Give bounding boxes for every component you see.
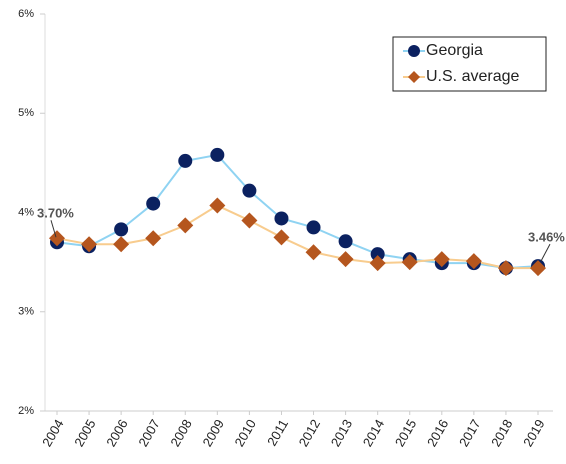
callout — [50, 220, 57, 238]
marker — [146, 196, 161, 211]
legend-label: Georgia — [426, 42, 483, 59]
marker — [81, 236, 98, 253]
callout — [540, 243, 551, 262]
x-tick-label: 2016 — [424, 417, 451, 450]
marker — [306, 220, 321, 235]
marker — [530, 260, 546, 277]
x-tick-label: 2015 — [392, 417, 419, 450]
series-line — [56, 204, 538, 270]
marker — [401, 254, 418, 271]
x-tick-label: 2007 — [135, 417, 162, 450]
x-tick-label: 2012 — [296, 417, 323, 450]
x-tick-label: 2004 — [39, 417, 66, 450]
x-tick-label: 2017 — [456, 417, 483, 450]
x-tick-label: 2008 — [167, 417, 194, 450]
x-tick-label: 2011 — [264, 417, 291, 449]
marker — [114, 222, 129, 237]
y-tick-label: 4% — [18, 206, 34, 218]
y-tick-label: 3% — [18, 306, 34, 318]
marker — [370, 247, 385, 262]
marker — [178, 153, 193, 168]
y-tick-label: 6% — [18, 8, 34, 20]
data-label: 3.46% — [528, 230, 565, 245]
marker — [433, 251, 450, 268]
marker — [49, 230, 65, 247]
marker — [338, 234, 353, 249]
marker — [242, 183, 257, 198]
x-tick-label: 2014 — [360, 417, 387, 450]
legend-marker — [408, 71, 420, 83]
legend-marker — [408, 45, 420, 57]
marker — [210, 147, 225, 162]
marker — [497, 260, 514, 277]
marker — [209, 197, 226, 214]
marker — [241, 212, 258, 229]
x-tick-label: 2019 — [520, 417, 547, 450]
x-tick-label: 2010 — [232, 417, 259, 450]
marker — [113, 236, 130, 253]
marker — [337, 251, 354, 268]
series-line — [56, 153, 539, 270]
marker — [305, 244, 322, 261]
legend-label: U.S. average — [426, 68, 519, 85]
marker — [177, 217, 194, 234]
marker — [369, 255, 386, 272]
x-tick-label: 2018 — [488, 417, 515, 450]
legend-box — [392, 36, 547, 92]
x-tick-label: 2013 — [328, 417, 355, 450]
data-label: 3.70% — [37, 206, 74, 221]
marker — [273, 229, 290, 246]
x-tick-label: 2006 — [103, 417, 130, 450]
x-tick-label: 2009 — [199, 417, 226, 450]
x-tick-label: 2005 — [71, 417, 98, 450]
marker — [465, 253, 482, 270]
y-tick-label: 2% — [18, 405, 34, 417]
marker — [145, 230, 162, 247]
marker — [274, 211, 289, 226]
y-tick-label: 5% — [18, 107, 34, 119]
